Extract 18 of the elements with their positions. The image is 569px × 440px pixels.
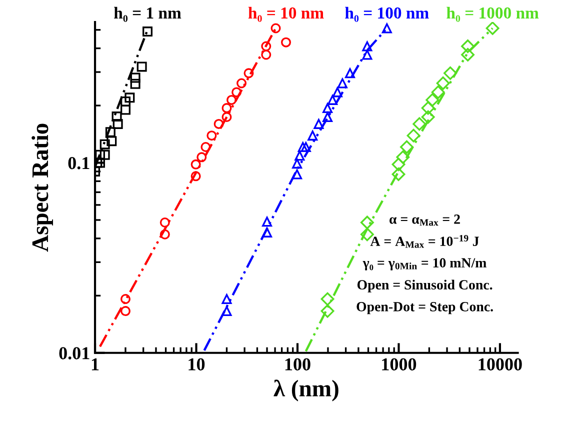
series-label: h₀ = 100 nm (345, 6, 429, 22)
y-axis-title: Aspect Ratio (32, 124, 54, 252)
x-tick-label: 10000 (478, 358, 522, 370)
annotation: Open-Dot = Step Conc. (356, 302, 493, 314)
annotation: A = A$_{Max}$ = 10$^{−19}$ J (370, 234, 479, 248)
series-label: h₀ = 1 nm (114, 6, 182, 22)
series-label: h₀ = 10 nm (248, 6, 324, 22)
annotation: γ₀ = γ$_{0Min}$ = 10 mN/m (362, 258, 486, 270)
x-tick-label: 10 (188, 358, 205, 370)
annotation: α = α$_{Max}$ = 2 (390, 214, 460, 226)
x-tick-label: 1 (92, 358, 99, 370)
y-tick-label: 0.1 (68, 157, 90, 170)
series-label: h₀ = 1000 nm (446, 6, 539, 22)
x-axis-title: λ (nm) (274, 380, 338, 402)
annotation: Open = Sinusoid Conc. (357, 280, 492, 292)
x-tick-label: 100 (285, 358, 310, 370)
x-tick-label: 1000 (382, 358, 416, 370)
y-tick-label: 0.01 (59, 347, 90, 360)
